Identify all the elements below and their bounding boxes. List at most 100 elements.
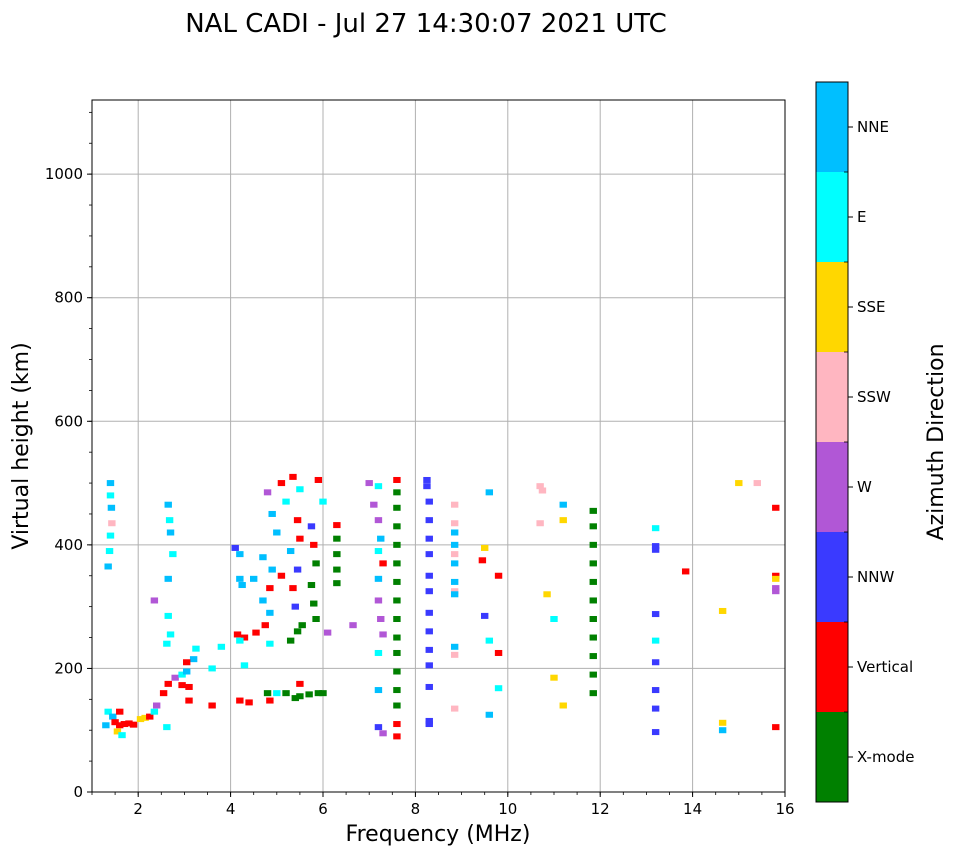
echo-mark-nnw bbox=[651, 543, 660, 550]
echo-mark-e bbox=[550, 616, 558, 622]
echo-mark-x-mode bbox=[589, 634, 597, 641]
echo-mark-sse bbox=[718, 719, 727, 726]
y-tick-label: 200 bbox=[54, 659, 83, 677]
echo-mark-w bbox=[171, 674, 179, 681]
echo-mark-nne bbox=[273, 529, 281, 536]
echo-mark-vertical bbox=[310, 541, 318, 548]
echo-mark-nne bbox=[374, 687, 383, 694]
echo-mark-vertical bbox=[494, 572, 503, 579]
echo-mark-e bbox=[236, 637, 244, 644]
echo-mark-nne bbox=[450, 529, 459, 536]
colorbar-segment bbox=[816, 262, 848, 352]
echo-mark-x-mode bbox=[314, 690, 323, 697]
echo-mark-e bbox=[166, 631, 175, 638]
echo-mark-e bbox=[273, 690, 281, 697]
x-axis-label: Frequency (MHz) bbox=[346, 822, 531, 847]
echo-mark-e bbox=[164, 612, 172, 619]
echo-mark-x-mode bbox=[589, 671, 597, 678]
echo-mark-ssw bbox=[450, 588, 459, 595]
echo-mark-vertical bbox=[208, 702, 216, 709]
echo-mark-vertical bbox=[379, 560, 387, 567]
echo-mark-vertical bbox=[129, 721, 138, 728]
echo-mark-vertical bbox=[333, 522, 341, 529]
echo-mark-sse bbox=[481, 544, 489, 551]
echo-mark-x-mode bbox=[393, 649, 401, 656]
echo-mark-e bbox=[106, 532, 115, 539]
plot-area: 2 4 6 8 10 12 14 16 0 200 400 600 800 1000 bbox=[45, 99, 795, 818]
echo-mark-ssw bbox=[450, 520, 459, 527]
colorbar-label: Azimuth Direction bbox=[924, 343, 949, 540]
echo-mark-nne bbox=[259, 554, 267, 561]
echo-mark-w bbox=[377, 616, 385, 622]
echo-mark-x-mode bbox=[393, 578, 401, 585]
echo-mark-x-mode bbox=[393, 489, 401, 496]
echo-mark-x-mode bbox=[298, 622, 306, 629]
echo-mark-vertical bbox=[393, 721, 401, 728]
echo-mark-x-mode bbox=[393, 668, 401, 675]
echo-mark-vertical bbox=[772, 724, 780, 731]
echo-mark-x-mode bbox=[333, 551, 341, 558]
echo-mark-e bbox=[296, 486, 304, 493]
echo-mark-x-mode bbox=[307, 582, 316, 589]
echo-mark-ssw bbox=[536, 483, 544, 490]
y-tick-label: 600 bbox=[54, 412, 83, 430]
echo-mark-x-mode bbox=[312, 616, 320, 622]
echo-mark-e bbox=[106, 492, 115, 499]
colorbar-label-e: E bbox=[857, 208, 866, 226]
colorbar-segment bbox=[816, 622, 848, 712]
echo-mark-nne bbox=[189, 656, 198, 663]
echo-mark-sse bbox=[141, 714, 149, 721]
echo-mark-e bbox=[163, 724, 171, 731]
echo-mark-x-mode bbox=[282, 690, 290, 697]
echo-mark-e bbox=[105, 548, 114, 555]
echo-mark-ssw bbox=[450, 651, 459, 658]
echo-mark-x-mode bbox=[393, 504, 401, 511]
echo-mark-vertical bbox=[240, 634, 249, 641]
echo-mark-nne bbox=[377, 535, 385, 542]
echo-mark-nnw bbox=[651, 729, 660, 736]
echo-mark-e bbox=[217, 643, 226, 650]
echo-mark-nnw bbox=[425, 535, 433, 542]
echo-mark-nnw bbox=[425, 628, 433, 635]
echo-mark-e bbox=[282, 498, 290, 505]
echo-mark-nne bbox=[266, 609, 274, 616]
echo-mark-vertical bbox=[296, 680, 304, 687]
echo-mark-e bbox=[485, 637, 494, 644]
colorbar-label-ssw: SSW bbox=[857, 388, 891, 406]
echo-mark-sse bbox=[113, 728, 122, 735]
grid bbox=[92, 100, 785, 792]
echo-mark-vertical bbox=[266, 697, 274, 704]
echo-mark-w bbox=[374, 517, 383, 524]
echo-mark-x-mode bbox=[393, 616, 401, 622]
x-axis-ticks: 2 4 6 8 10 12 14 16 bbox=[91, 792, 795, 818]
echo-mark-vertical bbox=[120, 721, 129, 728]
echo-mark-sse bbox=[136, 716, 145, 723]
colorbar-segment bbox=[816, 82, 848, 172]
echo-mark-nnw bbox=[425, 588, 433, 595]
echo-mark-w bbox=[263, 489, 272, 496]
echo-mark-x-mode bbox=[293, 628, 302, 635]
y-tick-label: 1000 bbox=[45, 165, 83, 183]
echo-mark-x-mode bbox=[589, 653, 597, 660]
echo-mark-nne bbox=[166, 529, 175, 536]
echo-mark-nnw bbox=[291, 603, 299, 610]
echo-mark-nne bbox=[374, 575, 383, 582]
echo-mark-sse bbox=[543, 591, 551, 598]
echo-mark-nne bbox=[102, 722, 110, 729]
colorbar-segment bbox=[816, 352, 848, 442]
echo-mark-vertical bbox=[245, 699, 253, 706]
echo-mark-vertical bbox=[266, 585, 274, 592]
echo-mark-x-mode bbox=[286, 637, 295, 644]
echo-mark-w bbox=[323, 629, 332, 636]
echo-mark-vertical bbox=[277, 480, 286, 487]
echo-mark-x-mode bbox=[393, 702, 401, 709]
colorbar-label-x-mode: X-mode bbox=[857, 748, 914, 766]
echo-mark-w bbox=[370, 501, 378, 508]
echo-mark-nne bbox=[250, 575, 258, 582]
echo-mark-x-mode bbox=[589, 616, 597, 622]
echo-mark-w bbox=[365, 480, 373, 487]
echo-mark-vertical bbox=[261, 622, 269, 629]
echo-mark-sse bbox=[718, 607, 727, 614]
echo-mark-w bbox=[349, 622, 357, 629]
echo-mark-w bbox=[772, 585, 780, 592]
